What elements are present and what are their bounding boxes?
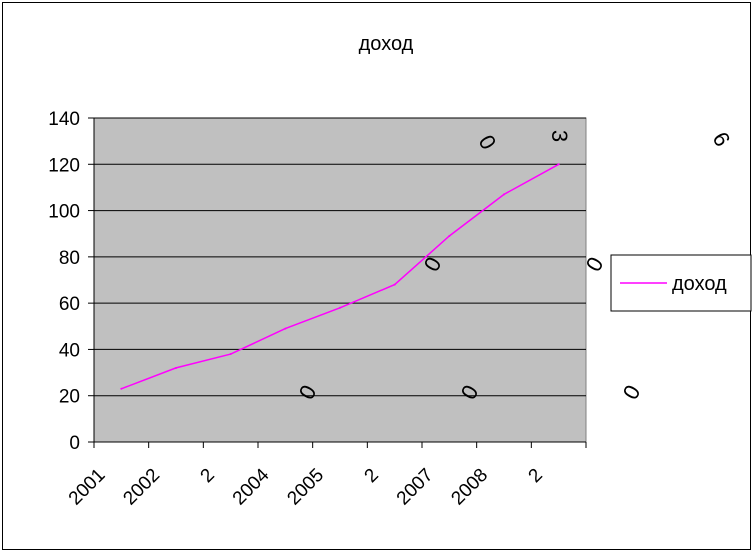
x-tick-label: 2 bbox=[197, 465, 219, 487]
x-tick-label: 2004 bbox=[229, 464, 274, 509]
y-tick-label: 0 bbox=[69, 433, 80, 454]
data-point bbox=[448, 235, 450, 237]
chart-title: доход bbox=[359, 33, 414, 55]
x-axis: 2001 2002 2 2004 2005 2 2007 2008 2 bbox=[65, 442, 586, 509]
data-point bbox=[175, 367, 177, 369]
stray-label: 3 bbox=[547, 130, 572, 142]
stray-label: 6 bbox=[708, 128, 736, 151]
data-point bbox=[120, 388, 122, 390]
x-tick-label: 2 bbox=[361, 465, 383, 487]
data-point bbox=[339, 307, 341, 309]
y-axis: 0 20 40 60 80 100 120 140 bbox=[48, 109, 94, 454]
legend-label: доход bbox=[672, 273, 727, 295]
x-tick-label: 2005 bbox=[283, 465, 328, 510]
stray-label: 0 bbox=[618, 381, 646, 404]
y-tick-label: 80 bbox=[59, 248, 80, 269]
y-tick-label: 120 bbox=[48, 155, 80, 176]
x-tick-label: 2002 bbox=[119, 465, 164, 510]
data-point bbox=[503, 193, 505, 195]
data-point bbox=[284, 328, 286, 330]
y-tick-label: 100 bbox=[48, 202, 80, 223]
x-tick-label: 2 bbox=[525, 465, 547, 487]
y-tick-label: 60 bbox=[59, 294, 80, 315]
x-tick-label: 2007 bbox=[393, 465, 438, 510]
x-tick-label: 2001 bbox=[65, 465, 110, 510]
y-tick-label: 20 bbox=[59, 387, 80, 408]
y-tick-label: 40 bbox=[59, 340, 80, 361]
y-tick-label: 140 bbox=[48, 109, 80, 130]
plot-area bbox=[94, 118, 586, 442]
x-tick-label: 2008 bbox=[447, 465, 492, 510]
data-point bbox=[230, 353, 232, 355]
data-point bbox=[394, 284, 396, 286]
data-point bbox=[558, 163, 560, 165]
legend: доход bbox=[611, 255, 751, 311]
